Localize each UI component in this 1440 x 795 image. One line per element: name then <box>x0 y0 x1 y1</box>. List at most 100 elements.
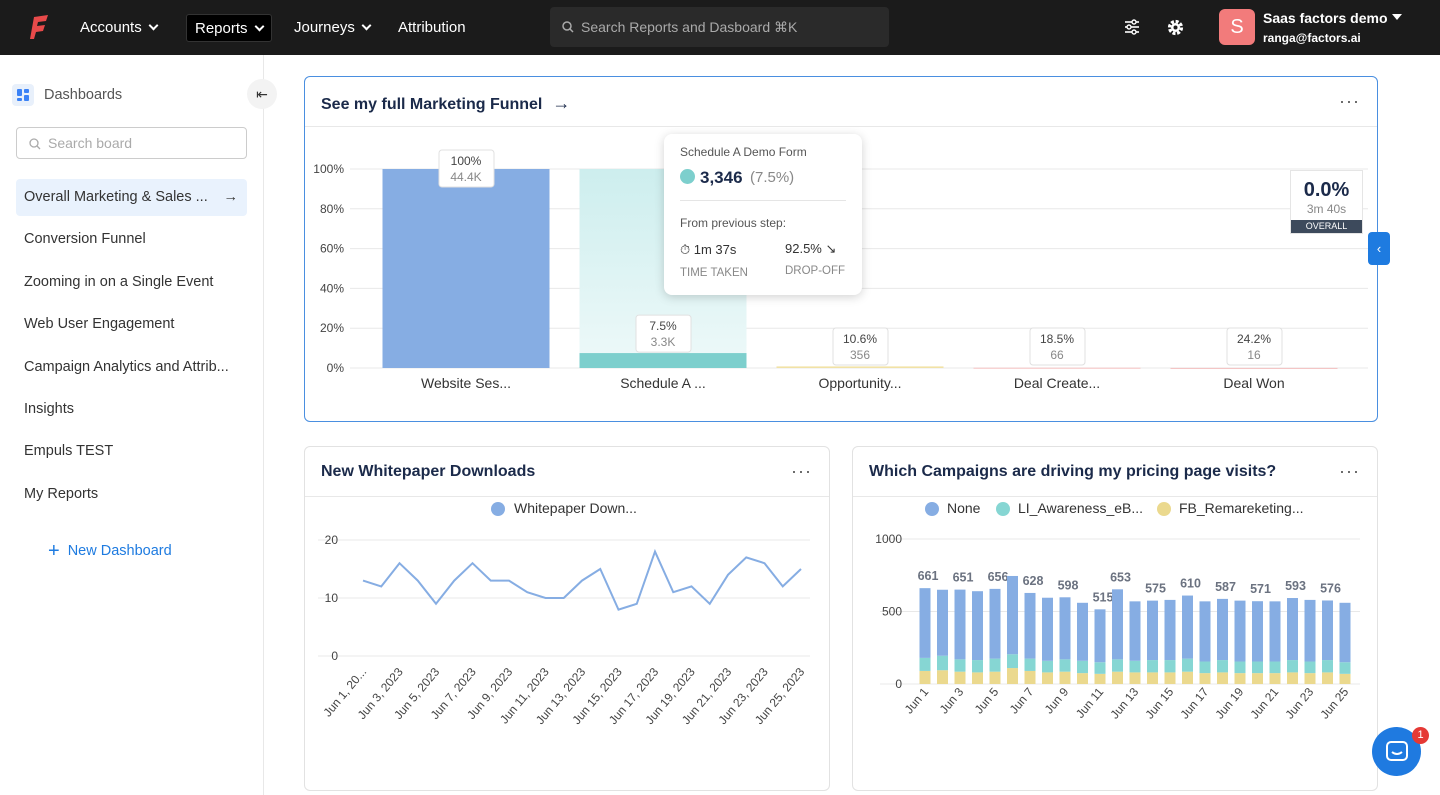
bar-segment <box>1007 668 1018 684</box>
bar-segment <box>1322 600 1333 661</box>
x-tick-label: Jun 13 <box>1107 685 1141 722</box>
bar-segment <box>1252 661 1263 674</box>
x-tick-label: Jun 3 <box>937 685 967 717</box>
sidebar: Dashboards ⇤ Search board Overall Market… <box>0 55 277 795</box>
board-item[interactable]: Overall Marketing & Sales ... → <box>16 179 247 216</box>
bar-segment <box>1164 672 1176 684</box>
overall-label: OVERALL <box>1291 220 1362 233</box>
y-tick-label: 1000 <box>875 532 902 546</box>
tooltip-count: 3,346 <box>700 168 743 187</box>
total-label: 515 <box>1093 590 1114 604</box>
conversion-label: 7.5% <box>649 319 677 333</box>
bar-segment <box>1077 660 1088 674</box>
time-taken: ⏱ 1m 37s <box>680 242 737 257</box>
bar-segment <box>972 672 983 684</box>
legend-label: Whitepaper Down... <box>514 500 637 516</box>
bar-segment <box>989 658 1001 672</box>
total-label: 656 <box>988 570 1009 584</box>
x-tick-label: Deal Won <box>1223 375 1284 391</box>
bar-segment <box>1077 673 1088 684</box>
board-search[interactable]: Search board <box>16 127 247 159</box>
board-item[interactable]: Insights <box>24 401 74 417</box>
x-tick-label: Opportunity... <box>818 375 901 391</box>
bar-segment <box>1304 599 1316 662</box>
card-menu[interactable]: ··· <box>791 461 812 481</box>
legend-marker <box>1157 502 1171 516</box>
total-label: 661 <box>918 569 939 583</box>
nav-item[interactable]: Accounts <box>72 14 165 42</box>
board-item[interactable]: My Reports <box>24 486 99 502</box>
x-tick-label: Jun 9 <box>1042 685 1072 717</box>
search-box[interactable]: Search Reports and Dasboard ⌘K <box>550 7 889 47</box>
bar-segment <box>1094 609 1106 663</box>
card-menu[interactable]: ··· <box>1339 461 1360 481</box>
bar-segment <box>1182 671 1193 684</box>
logo[interactable] <box>30 15 50 39</box>
overall-value: 0.0% <box>1303 179 1350 201</box>
board-item[interactable]: Zooming in on a Single Event <box>24 274 214 290</box>
bar-segment <box>1217 660 1228 673</box>
side-tab[interactable]: ‹ <box>1368 232 1390 265</box>
x-tick-label: Website Ses... <box>421 375 511 391</box>
card-menu[interactable]: ··· <box>1339 91 1360 111</box>
board-item[interactable]: Web User Engagement <box>24 316 175 332</box>
nav-item[interactable]: Attribution <box>398 19 466 36</box>
legend-label: FB_Remareketing... <box>1179 500 1304 516</box>
dashboard-icon <box>12 84 34 106</box>
x-tick-label: Jun 25 <box>1317 685 1351 722</box>
settings-icon[interactable] <box>1167 19 1184 36</box>
card-title[interactable]: Which Campaigns are driving my pricing p… <box>869 463 1277 480</box>
y-tick-label: 0 <box>331 649 338 663</box>
total-label: 576 <box>1320 581 1341 595</box>
bar-segment <box>1339 673 1351 684</box>
time-label: TIME TAKEN <box>680 267 748 279</box>
chat-badge: 1 <box>1412 727 1429 744</box>
bar-segment <box>1217 672 1228 684</box>
total-label: 593 <box>1285 579 1306 593</box>
bar-segment <box>937 670 948 684</box>
collapse-button[interactable]: ⇤ <box>247 79 277 109</box>
count-label: 44.4K <box>450 170 481 184</box>
bar-segment <box>1077 602 1088 661</box>
card-title[interactable]: See my full Marketing Funnel → <box>321 93 571 113</box>
count-label: 3.3K <box>651 335 676 349</box>
bar-segment <box>919 588 931 658</box>
conversion-label: 24.2% <box>1237 332 1271 346</box>
conversion-label: 100% <box>451 154 482 168</box>
filter-icon[interactable] <box>1124 19 1140 35</box>
data-line <box>362 548 802 611</box>
dropoff: 92.5% ↘ <box>785 241 837 256</box>
board-item[interactable]: Campaign Analytics and Attrib... <box>24 359 229 375</box>
bar-segment <box>1217 598 1228 661</box>
user-name[interactable]: Saas factors demo <box>1263 10 1388 26</box>
board-item[interactable]: Empuls TEST <box>24 443 114 459</box>
x-tick-label: Deal Create... <box>1014 375 1100 391</box>
bar-segment <box>1024 670 1036 684</box>
conversion-label: 18.5% <box>1040 332 1074 346</box>
bar-segment <box>1024 592 1036 659</box>
avatar[interactable]: S <box>1219 9 1255 45</box>
y-tick-label: 0% <box>327 361 345 375</box>
bar-segment <box>919 670 931 684</box>
y-tick-label: 60% <box>320 242 344 256</box>
user-caret[interactable] <box>1392 14 1402 25</box>
nav-item[interactable]: Journeys <box>286 14 378 42</box>
nav-item[interactable]: Reports <box>186 14 272 42</box>
legend-marker <box>925 502 939 516</box>
value-label-box <box>1029 327 1086 366</box>
x-tick-label: Jun 11 <box>1073 685 1107 721</box>
funnel-bar <box>579 353 747 368</box>
new-dashboard[interactable]: + New Dashboard <box>48 540 172 562</box>
bar-segment <box>1007 654 1018 669</box>
bar-segment <box>1287 672 1298 684</box>
y-tick-label: 10 <box>325 591 339 605</box>
y-tick-label: 20 <box>325 533 339 547</box>
total-label: 653 <box>1110 570 1131 584</box>
bar-segment <box>989 671 1001 684</box>
board-item[interactable]: Conversion Funnel <box>24 231 146 247</box>
bar-segment <box>1059 597 1071 660</box>
y-tick-label: 0 <box>895 677 902 691</box>
bar-segment <box>1129 601 1141 661</box>
card-title[interactable]: New Whitepaper Downloads <box>321 463 536 480</box>
